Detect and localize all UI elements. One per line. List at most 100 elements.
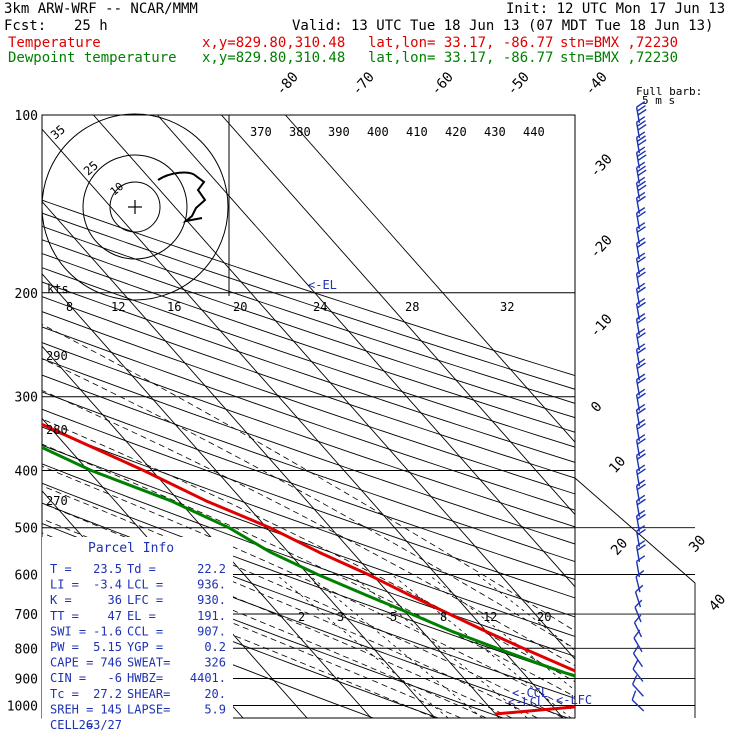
mixing-ratio-line bbox=[350, 574, 528, 718]
hodograph-ring-label: 25 bbox=[81, 158, 101, 178]
temperature-profile bbox=[42, 422, 575, 673]
pressure-tick-label: 900 bbox=[15, 672, 38, 687]
parcel-value: 23.5 bbox=[93, 562, 122, 576]
wind-barb-flag bbox=[636, 479, 646, 487]
isotherm-label: -60 bbox=[428, 69, 457, 99]
theta-e-label: 400 bbox=[367, 125, 389, 139]
wind-barb bbox=[635, 161, 647, 184]
mixing-ratio-label: 8 bbox=[440, 610, 447, 624]
isotherm-line bbox=[157, 115, 575, 588]
theta-e-label: 440 bbox=[523, 125, 545, 139]
wind-barb bbox=[631, 690, 645, 712]
dry-adiabat-line bbox=[42, 199, 575, 377]
wind-barb bbox=[635, 116, 647, 139]
wind-barb-flag bbox=[636, 483, 646, 491]
dry-adiabat-line bbox=[42, 267, 575, 448]
temperature-station: stn=BMX ,72230 bbox=[560, 35, 679, 51]
dry-adiabat-line bbox=[42, 239, 575, 419]
parcel-label: HWBZ= bbox=[127, 671, 163, 685]
wind-barb-flag bbox=[636, 282, 646, 290]
parcel-value: -1.6 bbox=[93, 624, 122, 638]
isotherm-line bbox=[42, 128, 564, 718]
isotherm-label: 40 bbox=[706, 591, 729, 614]
hodograph-ring bbox=[109, 181, 161, 233]
wind-barb-flag bbox=[636, 407, 646, 415]
wind-barb-flag bbox=[636, 180, 646, 188]
model-title: 3km ARW-WRF -- NCAR/MMM bbox=[4, 1, 198, 17]
mixing-ratio-label: 2 bbox=[298, 610, 305, 624]
pressure-tick-label: 200 bbox=[15, 287, 38, 302]
wind-barb-flag bbox=[636, 509, 646, 517]
parcel-value: 936. bbox=[197, 578, 226, 592]
moist-adiabat-line bbox=[42, 389, 575, 667]
isotherm-line bbox=[93, 115, 575, 660]
wind-barb-staff bbox=[631, 699, 645, 712]
wind-barb bbox=[635, 343, 646, 366]
wind-barb bbox=[635, 237, 646, 260]
wind-barb bbox=[635, 191, 646, 214]
wind-barb-flag bbox=[636, 237, 646, 245]
wind-barb-flag bbox=[635, 584, 644, 593]
parcel-label: YGP = bbox=[127, 640, 163, 654]
dry-adiabat-line bbox=[42, 444, 575, 637]
wind-speed-tick-label: 24 bbox=[313, 300, 327, 314]
wind-barb-flag bbox=[636, 388, 646, 396]
wind-barb-flag bbox=[636, 468, 646, 476]
wind-barb-staff bbox=[633, 637, 643, 653]
hodograph-units-label: kts bbox=[47, 282, 69, 296]
wind-barb bbox=[635, 434, 646, 457]
wind-barb-staff bbox=[634, 591, 642, 608]
wind-barb bbox=[632, 659, 644, 682]
theta-label: 290 bbox=[46, 349, 68, 363]
wind-barb-flag bbox=[634, 599, 643, 608]
wind-barb bbox=[634, 584, 644, 608]
wind-barb-flag bbox=[636, 494, 646, 502]
parcel-label: K = bbox=[50, 593, 72, 607]
wind-barb-flag bbox=[632, 675, 638, 685]
mixing-ratio-label: 3 bbox=[337, 610, 344, 624]
wind-barb bbox=[635, 419, 646, 442]
wind-barb-flag bbox=[636, 513, 646, 521]
wind-barb-flag bbox=[633, 614, 642, 624]
parcel-label: LCL = bbox=[127, 578, 163, 592]
wind-barb bbox=[635, 388, 646, 411]
mixing-ratio-line bbox=[428, 574, 575, 691]
wind-barb-flag bbox=[636, 176, 646, 184]
parcel-value: 0.2 bbox=[204, 640, 226, 654]
wind-barb-flag bbox=[637, 124, 647, 131]
wind-barb bbox=[635, 464, 646, 487]
parcel-label: T = bbox=[50, 562, 72, 576]
init-time: Init: 12 UTC Mon 17 Jun 13 bbox=[506, 1, 726, 17]
parcel-value: 27.2 bbox=[93, 687, 122, 701]
wind-barb-flag bbox=[636, 226, 646, 233]
wind-barb-flag bbox=[636, 343, 646, 351]
isotherm-label: 30 bbox=[686, 532, 709, 555]
wind-barb-flag bbox=[632, 644, 640, 654]
isotherm-line bbox=[221, 115, 575, 516]
wind-barb-flag bbox=[636, 120, 646, 127]
wind-barb-flag bbox=[636, 438, 646, 445]
wind-barb-staff bbox=[634, 606, 642, 623]
wind-barb bbox=[635, 328, 646, 351]
dry-adiabat-line bbox=[42, 374, 575, 563]
wind-barb-flag bbox=[636, 286, 646, 294]
wind-barb bbox=[635, 479, 646, 502]
isotherm-label: 20 bbox=[608, 535, 631, 558]
parcel-value: 22.2 bbox=[197, 562, 226, 576]
pressure-tick-label: 400 bbox=[15, 465, 38, 480]
wind-barb-flag bbox=[636, 464, 646, 472]
wind-barb-flag bbox=[636, 358, 646, 366]
mixing-ratio-label: 5 bbox=[390, 610, 397, 624]
lfc-level-label: <-LFC bbox=[556, 693, 592, 707]
wind-barb-staff bbox=[632, 683, 644, 697]
parcel-info-title: Parcel Info bbox=[88, 541, 174, 556]
ccl-level-label: <-CCL bbox=[512, 686, 548, 700]
wind-barb-flag bbox=[636, 498, 646, 506]
theta-e-label: 430 bbox=[484, 125, 506, 139]
parcel-value: 263/27 bbox=[79, 718, 122, 732]
parcel-label: SREH = bbox=[50, 702, 93, 716]
moist-adiabat-line bbox=[42, 358, 575, 650]
wind-barb-flag bbox=[636, 403, 646, 411]
isotherm-label: -50 bbox=[504, 69, 533, 99]
